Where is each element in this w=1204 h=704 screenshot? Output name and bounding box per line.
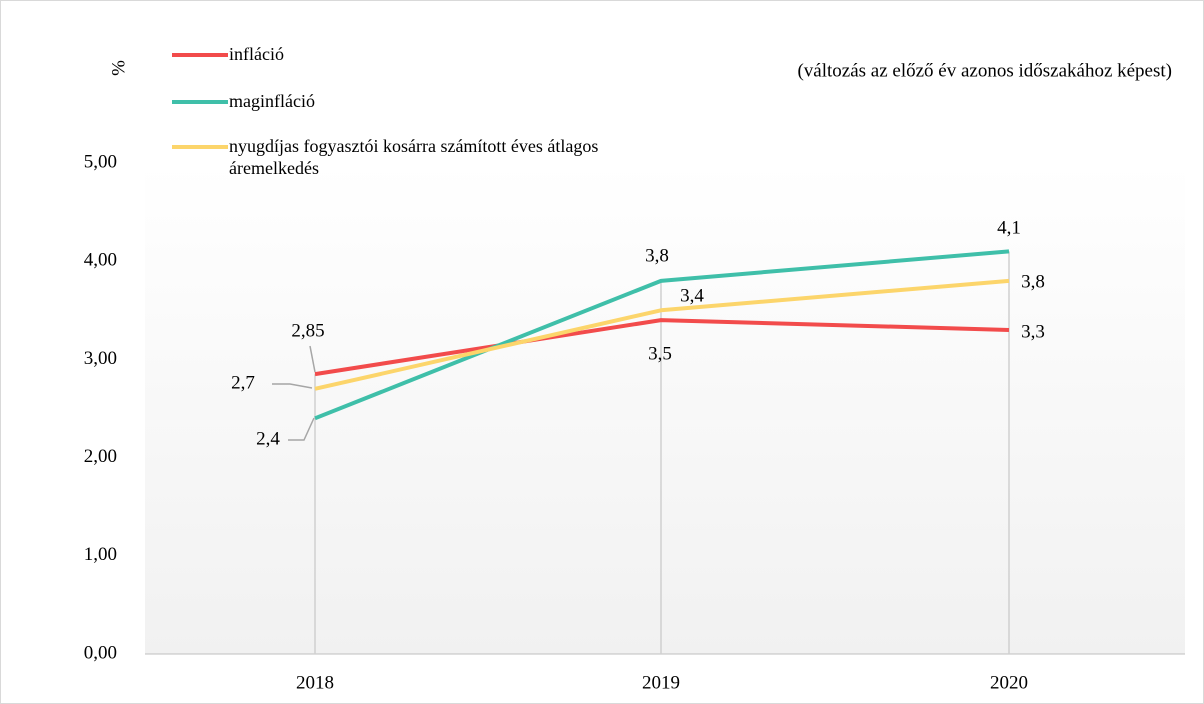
data-label: 3,3 [1021, 321, 1045, 342]
y-tick-label: 0,00 [84, 642, 117, 663]
series-line [314, 278, 1010, 391]
lines [314, 249, 1010, 421]
y-tick-label: 1,00 [84, 544, 117, 565]
data-label: 2,85 [291, 320, 324, 341]
y-tick-label: 3,00 [84, 348, 117, 369]
legend-text: infláció [229, 44, 284, 64]
data-label: 4,1 [997, 217, 1021, 238]
legend-text: maginfláció [229, 91, 315, 111]
series-line [314, 249, 1010, 421]
leader-line [288, 417, 315, 441]
legend-text: nyugdíjas fogyasztói kosárra számított é… [229, 136, 599, 178]
legend-entry: maginfláció [229, 91, 315, 111]
data-label: 3,8 [1021, 271, 1045, 292]
x-tick-label: 2019 [642, 672, 680, 693]
data-label: 2,4 [256, 428, 280, 449]
data-label: 3,4 [680, 285, 704, 306]
plot-area [145, 163, 1185, 654]
x-tick-label: 2020 [990, 672, 1028, 693]
y-tick-label: 2,00 [84, 446, 117, 467]
data-label: 3,5 [648, 343, 672, 364]
legend-entry: infláció [229, 44, 284, 64]
data-label: 2,7 [231, 372, 255, 393]
grid [145, 251, 1185, 655]
x-tick-label: 2018 [296, 672, 334, 693]
legend-entry: nyugdíjas fogyasztói kosárra számított é… [229, 136, 599, 178]
subtitle: (változás az előző év azonos időszakához… [797, 60, 1172, 81]
data-label: 3,8 [645, 245, 669, 266]
y-tick-label: 4,00 [84, 250, 117, 271]
y-axis-label: % [108, 60, 129, 76]
y-tick-label: 5,00 [84, 151, 117, 172]
leader-line [309, 345, 316, 373]
series-line [314, 318, 1010, 377]
leader-line [272, 383, 313, 389]
